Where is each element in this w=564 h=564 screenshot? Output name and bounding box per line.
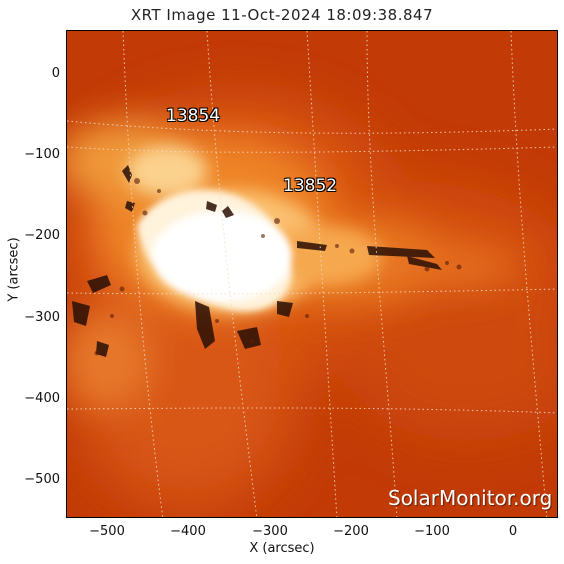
active-region-label: 13852	[283, 176, 338, 196]
active-region-label: 13854	[166, 106, 221, 126]
solar-image-panel	[66, 30, 558, 518]
x-axis-label: X (arcsec)	[249, 541, 315, 556]
y-tick-label: −200	[24, 228, 60, 243]
y-tick-label: −100	[24, 147, 60, 162]
x-tick-label: −300	[252, 524, 288, 539]
x-tick-label: 0	[508, 524, 518, 539]
x-tick-label: −100	[414, 524, 450, 539]
x-tick-label: −400	[170, 524, 206, 539]
x-tick-label: −500	[89, 524, 125, 539]
xrt-solar-image	[67, 31, 557, 517]
y-tick-label: 0	[51, 66, 60, 81]
y-tick-label: −500	[24, 472, 60, 487]
y-axis-label: Y (arcsec)	[6, 237, 22, 302]
image-title: XRT Image 11-Oct-2024 18:09:38.847	[130, 6, 434, 24]
watermark-text: SolarMonitor.org	[388, 486, 553, 510]
y-tick-label: −300	[24, 310, 60, 325]
x-tick-label: −200	[333, 524, 369, 539]
y-tick-label: −400	[24, 391, 60, 406]
